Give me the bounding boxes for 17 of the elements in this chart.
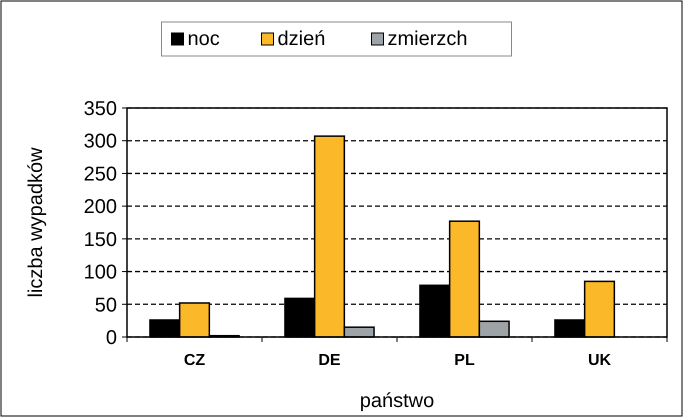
x-tick-label: CZ	[184, 352, 206, 369]
y-tick-label: 250	[84, 163, 117, 186]
y-axis-title: liczba wypadków	[25, 146, 47, 298]
y-tick-label: 150	[84, 228, 117, 251]
y-tick-label: 200	[84, 196, 117, 218]
y-tick-label: 50	[94, 294, 117, 316]
x-axis-title: państwo	[360, 390, 434, 412]
y-tick-label: 0	[106, 327, 117, 349]
x-tick-label: PL	[454, 352, 475, 369]
legend-label: zmierzch	[388, 28, 468, 50]
legend-label: dzień	[278, 28, 326, 50]
y-tick-label: 100	[84, 262, 117, 284]
y-tick-label: 300	[84, 130, 117, 153]
legend-label: noc	[188, 28, 220, 50]
y-tick-label: 350	[84, 98, 117, 120]
x-tick-label: UK	[588, 352, 612, 369]
x-tick-label: DE	[318, 352, 341, 369]
